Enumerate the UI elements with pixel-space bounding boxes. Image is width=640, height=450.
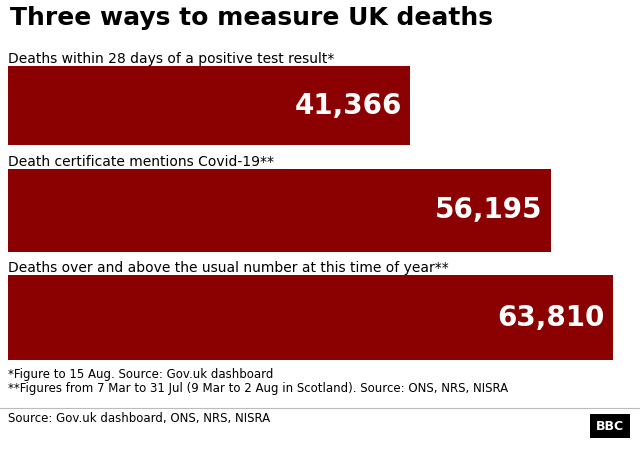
Bar <box>8 275 612 360</box>
Text: BBC: BBC <box>596 419 624 432</box>
Text: Deaths over and above the usual number at this time of year**: Deaths over and above the usual number a… <box>8 261 449 275</box>
Bar <box>8 169 550 252</box>
Text: 41,366: 41,366 <box>294 91 402 120</box>
Text: Death certificate mentions Covid-19**: Death certificate mentions Covid-19** <box>8 155 274 169</box>
Text: 56,195: 56,195 <box>435 197 543 225</box>
Bar <box>590 414 630 438</box>
Text: Deaths within 28 days of a positive test result*: Deaths within 28 days of a positive test… <box>8 52 334 66</box>
Text: **Figures from 7 Mar to 31 Jul (9 Mar to 2 Aug in Scotland). Source: ONS, NRS, N: **Figures from 7 Mar to 31 Jul (9 Mar to… <box>8 382 508 395</box>
Text: Three ways to measure UK deaths: Three ways to measure UK deaths <box>10 6 493 30</box>
Text: Source: Gov.uk dashboard, ONS, NRS, NISRA: Source: Gov.uk dashboard, ONS, NRS, NISR… <box>8 412 270 425</box>
Text: *Figure to 15 Aug. Source: Gov.uk dashboard: *Figure to 15 Aug. Source: Gov.uk dashbo… <box>8 368 273 381</box>
Text: 63,810: 63,810 <box>497 303 605 332</box>
Bar <box>8 66 410 145</box>
